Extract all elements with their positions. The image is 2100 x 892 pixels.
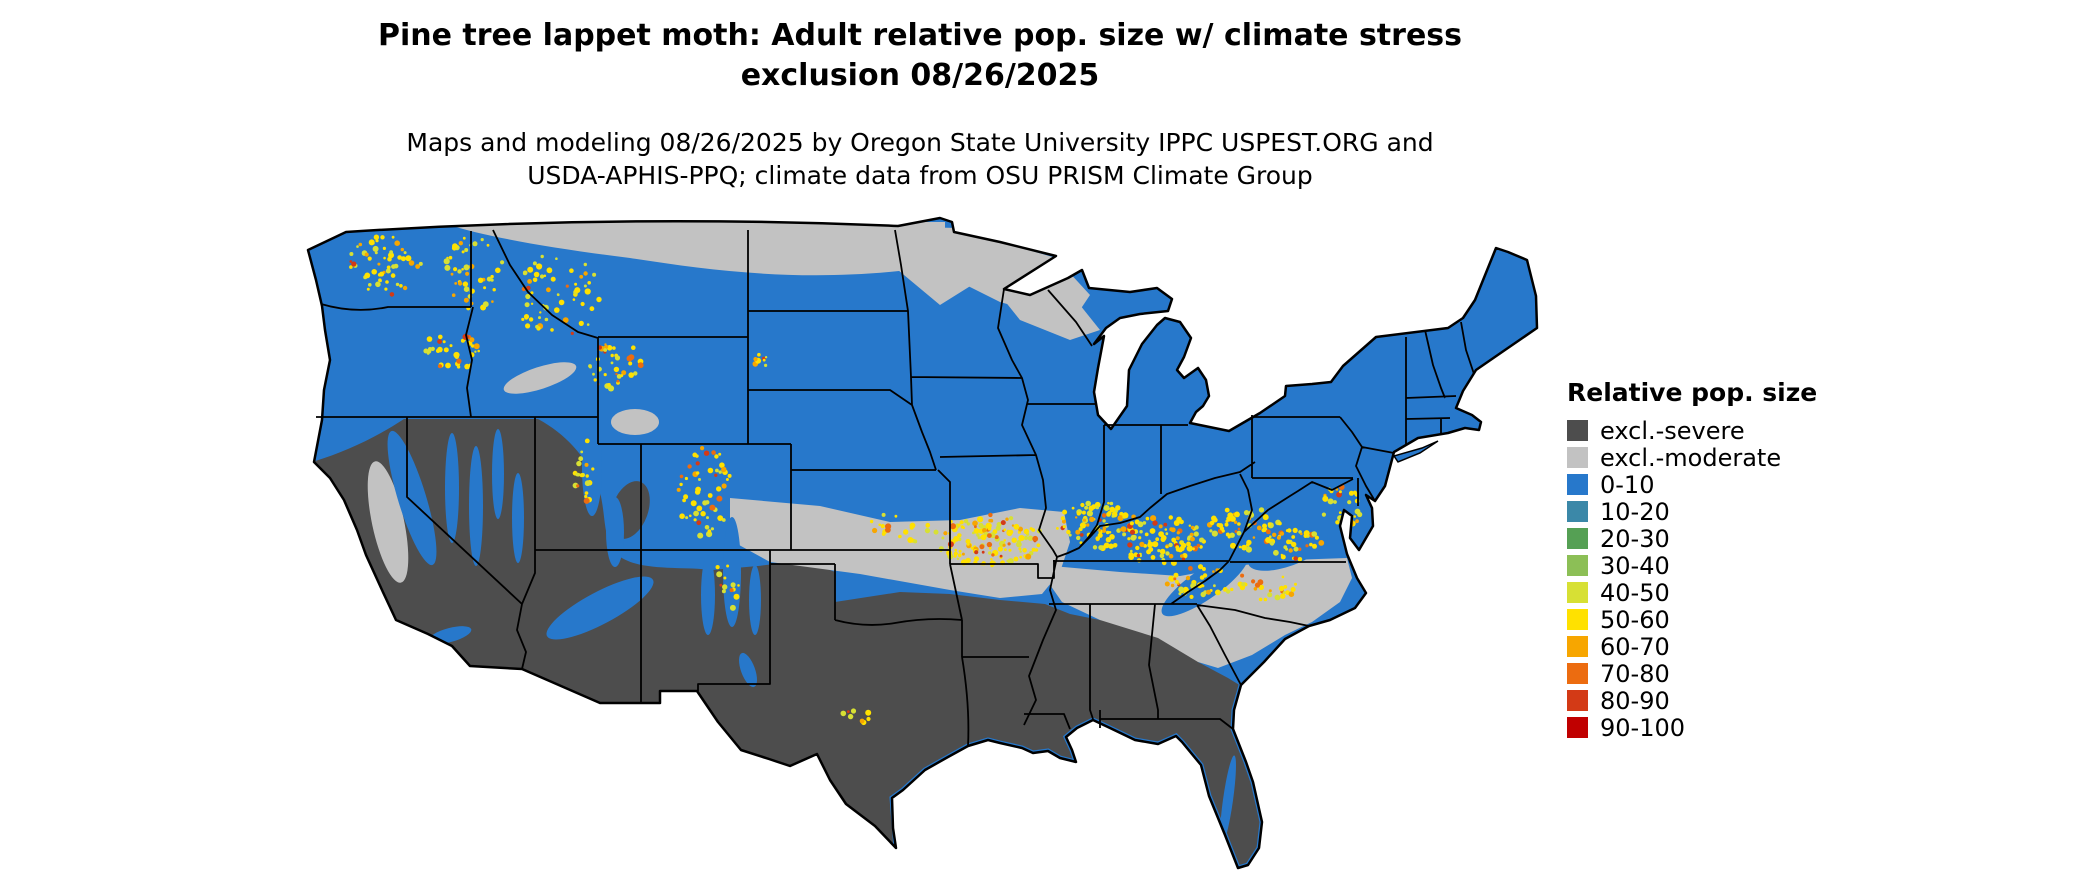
legend-row: excl.-severe (1567, 416, 1817, 445)
page-title: Pine tree lappet moth: Adult relative po… (300, 16, 1540, 96)
legend-row: 40-50 (1567, 578, 1817, 607)
subtitle-line-2: USDA-APHIS-PPQ; climate data from OSU PR… (527, 161, 1313, 190)
legend-swatch (1567, 636, 1588, 657)
legend-swatch (1567, 474, 1588, 495)
legend-swatch (1567, 609, 1588, 630)
legend-label: 40-50 (1600, 578, 1670, 607)
legend-swatch (1567, 663, 1588, 684)
legend-title: Relative pop. size (1567, 378, 1818, 407)
legend-swatch (1567, 690, 1588, 711)
mountain-suitability-overlays (387, 420, 1328, 845)
legend-row: 10-20 (1567, 497, 1817, 526)
legend-swatch (1567, 501, 1588, 522)
title-line-1: Pine tree lappet moth: Adult relative po… (377, 18, 1462, 53)
legend-swatch (1567, 717, 1588, 738)
legend-row: 90-100 (1567, 713, 1817, 742)
legend-row: 30-40 (1567, 551, 1817, 580)
us-outline (306, 216, 1539, 870)
state-borders (316, 229, 1475, 747)
legend-swatch (1567, 420, 1588, 441)
legend-entries: excl.-severe excl.-moderate 0-10 10-20 20-30… (1567, 416, 1817, 742)
legend-label: 20-30 (1600, 524, 1670, 553)
us-map (300, 210, 1540, 890)
legend-row: 60-70 (1567, 632, 1817, 661)
legend-label: 60-70 (1600, 632, 1670, 661)
legend-label: 70-80 (1600, 659, 1670, 688)
legend-row: 80-90 (1567, 686, 1817, 715)
legend-label: 50-60 (1600, 605, 1670, 634)
legend-label: excl.-moderate (1600, 443, 1782, 472)
legend-row: 70-80 (1567, 659, 1817, 688)
long-island (1392, 440, 1439, 463)
us-map-svg (306, 216, 1539, 870)
legend-label: 10-20 (1600, 497, 1670, 526)
legend-label: 30-40 (1600, 551, 1670, 580)
legend-row: 50-60 (1567, 605, 1817, 634)
legend-row: 0-10 (1567, 470, 1817, 499)
legend: Relative pop. size excl.-severe excl.-mod… (1567, 378, 1818, 742)
high-population-speckles (349, 234, 1363, 726)
legend-swatch (1567, 555, 1588, 576)
title-line-2: exclusion 08/26/2025 (740, 58, 1100, 93)
legend-row: excl.-moderate (1567, 443, 1817, 472)
legend-label: 80-90 (1600, 686, 1670, 715)
map-attribution: Maps and modeling 08/26/2025 by Oregon S… (300, 126, 1540, 192)
legend-label: 90-100 (1600, 713, 1686, 742)
legend-row: 20-30 (1567, 524, 1817, 553)
legend-swatch (1567, 528, 1588, 549)
legend-label: 0-10 (1600, 470, 1655, 499)
legend-swatch (1567, 582, 1588, 603)
legend-label: excl.-severe (1600, 416, 1745, 445)
legend-swatch (1567, 447, 1588, 468)
moderate-exclusion-regions (367, 222, 1352, 668)
subtitle-line-1: Maps and modeling 08/26/2025 by Oregon S… (406, 128, 1434, 157)
